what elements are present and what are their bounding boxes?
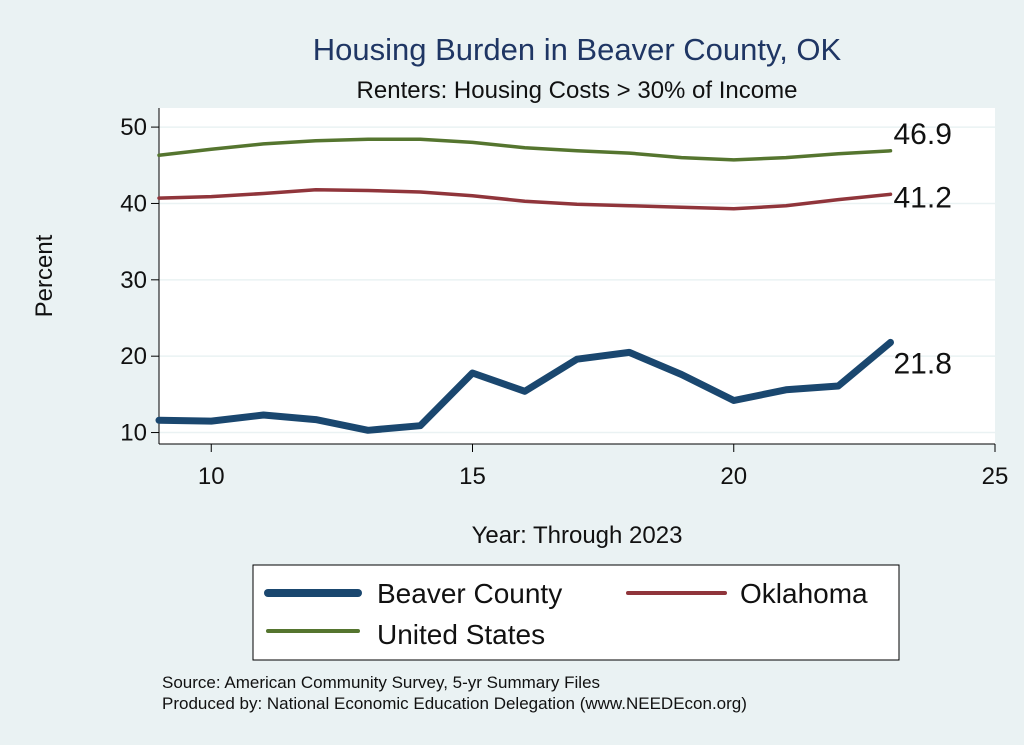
y-tick-label-40: 40	[120, 190, 147, 217]
y-tick-label-20: 20	[120, 343, 147, 370]
legend-label-beaver-county: Beaver County	[377, 578, 562, 609]
legend-box	[252, 564, 900, 661]
axes	[158, 108, 995, 445]
x-axis-ticks: 10 15 20 25	[198, 444, 1008, 490]
series-line-oklahoma	[157, 187, 893, 211]
y-axis-ticks: 10 20 30 40 50	[120, 114, 159, 447]
series-line-beaver-county	[155, 338, 894, 434]
legend: Beaver County Oklahoma United States	[264, 578, 868, 650]
legend-label-united-states: United States	[377, 619, 545, 650]
end-label-beaver-county: 21.8	[894, 347, 952, 380]
x-tick-label-10: 10	[198, 463, 225, 490]
x-tick-label-20: 20	[720, 463, 747, 490]
chart-title: Housing Burden in Beaver County, OK	[313, 32, 842, 67]
x-tick-label-15: 15	[459, 463, 486, 490]
y-tick-label-10: 10	[120, 420, 147, 447]
legend-label-oklahoma: Oklahoma	[740, 578, 868, 609]
gridlines	[159, 126, 995, 434]
source-line-2: Produced by: National Economic Education…	[162, 694, 747, 713]
x-tick-label-25: 25	[982, 463, 1009, 490]
y-tick-label-50: 50	[120, 114, 147, 141]
x-axis-label: Year: Through 2023	[472, 522, 683, 549]
chart-subtitle: Renters: Housing Costs > 30% of Income	[357, 77, 798, 104]
end-label-oklahoma: 41.2	[894, 181, 952, 214]
series-lines	[155, 137, 894, 434]
y-axis-label: Percent	[31, 234, 58, 317]
source-line-1: Source: American Community Survey, 5-yr …	[162, 673, 600, 692]
end-labels: 21.8 41.2 46.9	[894, 118, 952, 381]
y-tick-label-30: 30	[120, 267, 147, 294]
plot-area	[159, 108, 995, 444]
series-line-united-states	[157, 137, 893, 162]
end-label-united-states: 46.9	[894, 118, 952, 151]
